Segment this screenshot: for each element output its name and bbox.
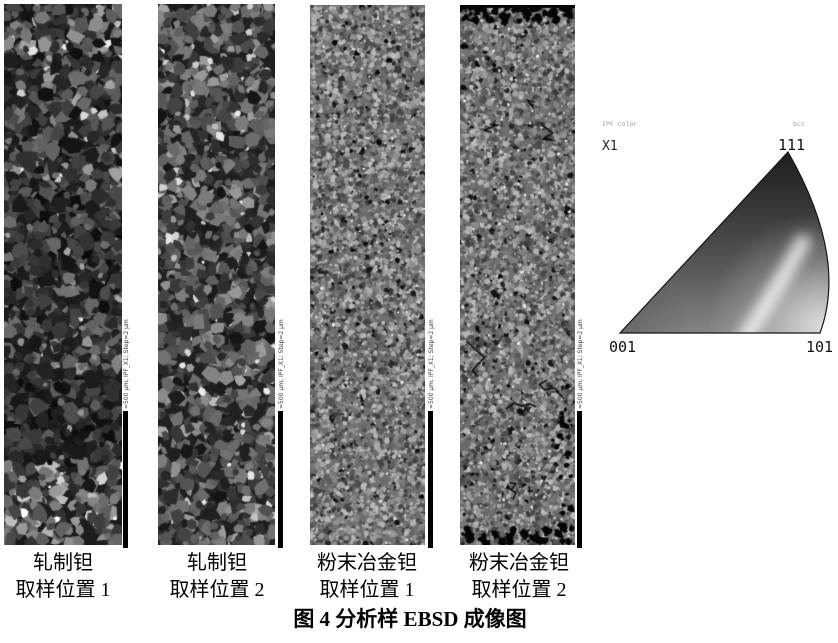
- scale-bar: [123, 411, 128, 548]
- ipf-header-right: bcc: [793, 120, 805, 128]
- scale-annotation: =500 µm; IPF_X1; Step=2 µm: [577, 319, 584, 409]
- map-caption-4: 粉末冶金钽 取样位置 2: [444, 550, 594, 604]
- caption-position: 取样位置 1: [319, 579, 415, 601]
- ebsd-map-pm-pos1: [310, 5, 425, 545]
- ebsd-map-pm-pos1-texture: [310, 5, 425, 545]
- ipf-corner-101: 101: [806, 338, 833, 356]
- scale-bar: [278, 411, 283, 548]
- caption-position: 取样位置 1: [15, 579, 111, 601]
- map-caption-2: 轧制钽 取样位置 2: [142, 550, 292, 604]
- ipf-header-left: IPF color: [602, 120, 637, 128]
- caption-material: 轧制钽: [187, 552, 247, 574]
- scale-annotation: =500 µm; IPF_X1; Step=2 µm: [428, 319, 435, 409]
- ebsd-map-rolled-pos2-texture: [158, 4, 275, 545]
- caption-material: 粉末冶金钽: [317, 552, 417, 574]
- ipf-corner-001: 001: [609, 338, 636, 356]
- caption-position: 取样位置 2: [471, 579, 567, 601]
- map-caption-1: 轧制钽 取样位置 1: [0, 550, 138, 604]
- scale-annotation: =500 µm; IPF_X1; Step=2 µm: [278, 319, 285, 409]
- ipf-color-key: IPF color bcc X1 111 001 101: [600, 112, 838, 368]
- ebsd-map-pm-pos2: [460, 5, 575, 545]
- scale-bar: [428, 411, 433, 548]
- scale-bar: [577, 411, 582, 548]
- ebsd-map-rolled-pos1: [4, 4, 122, 545]
- ipf-triangle-outline: [618, 150, 830, 334]
- ebsd-map-rolled-pos1-texture: [4, 4, 122, 545]
- caption-material: 轧制钽: [33, 552, 93, 574]
- ipf-corner-111: 111: [778, 136, 805, 154]
- scale-annotation: =500 µm; IPF_X1; Step=2 µm: [123, 319, 130, 409]
- ebsd-map-rolled-pos2: [158, 4, 275, 545]
- caption-position: 取样位置 2: [169, 579, 265, 601]
- map-caption-3: 粉末冶金钽 取样位置 1: [292, 550, 442, 604]
- ipf-triangle-svg: IPF color bcc X1 111 001 101: [602, 120, 833, 356]
- map-axis-label: X1: [602, 139, 618, 154]
- ebsd-map-pm-pos2-texture: [460, 5, 575, 545]
- figure-title: 图 4 分析样 EBSD 成像图: [293, 607, 527, 631]
- caption-material: 粉末冶金钽: [469, 552, 569, 574]
